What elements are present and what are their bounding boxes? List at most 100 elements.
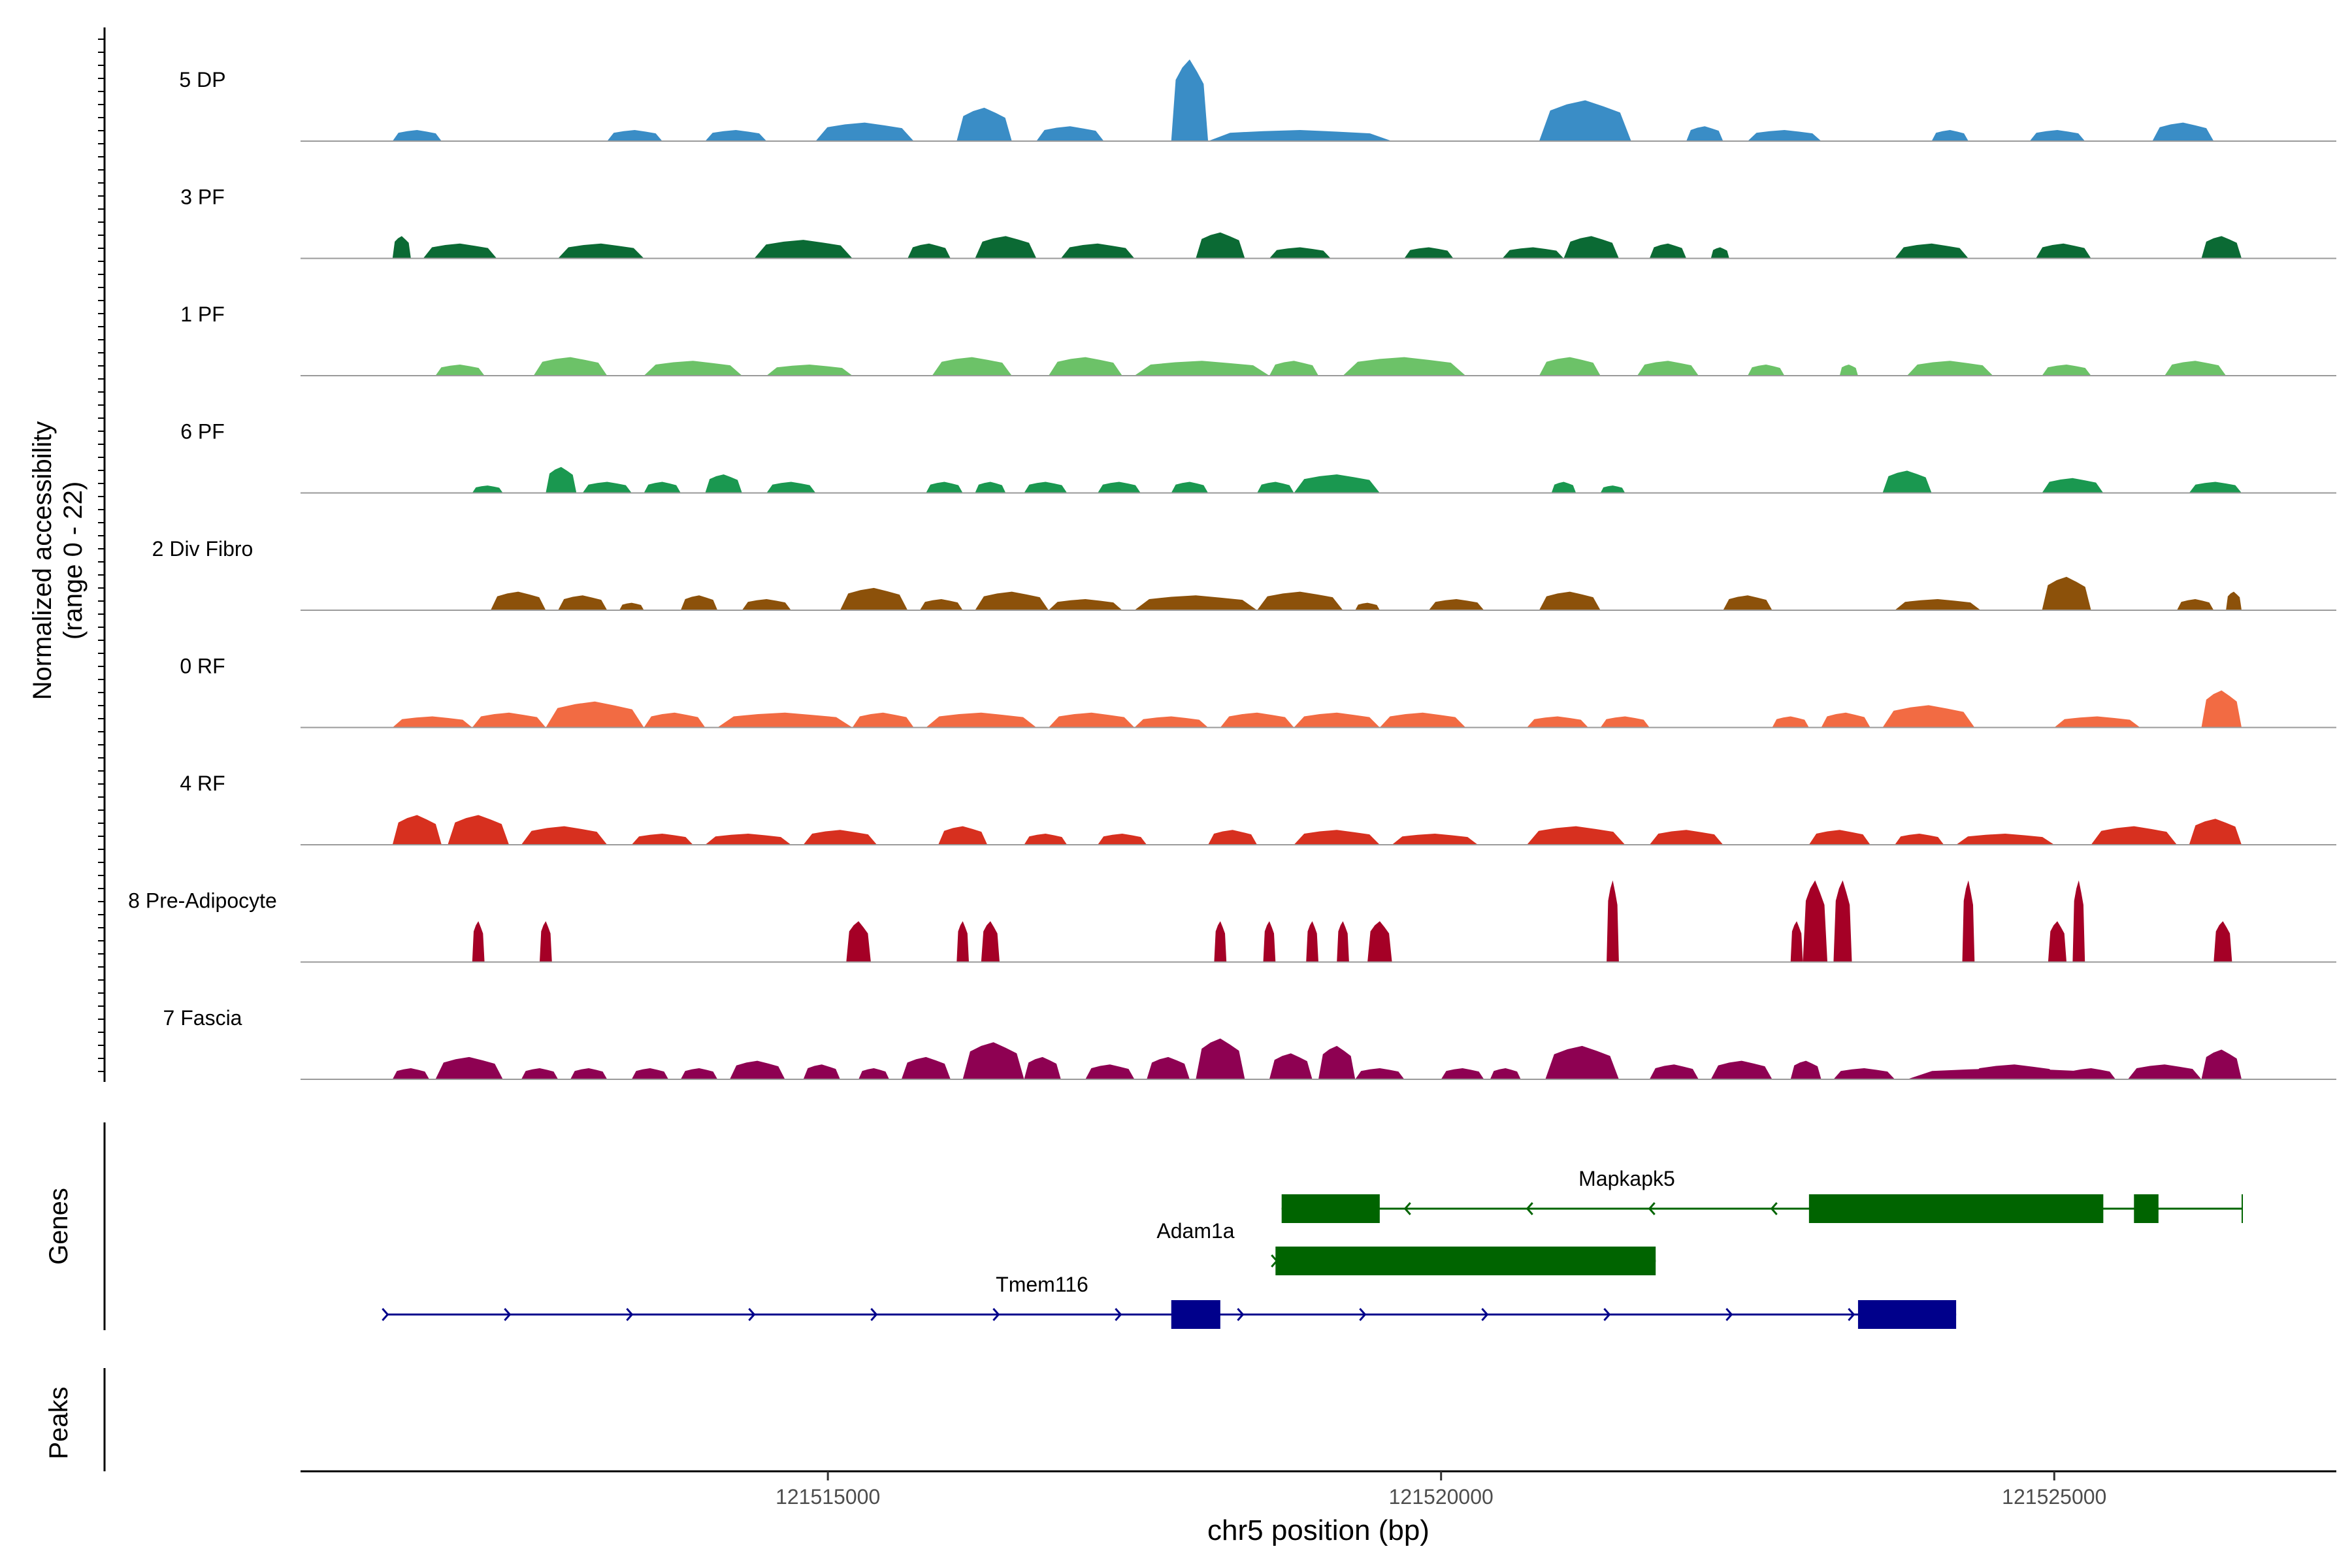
coverage-peak — [766, 482, 816, 493]
coverage-peak — [1748, 365, 1785, 376]
coverage-peak — [2201, 1049, 2242, 1079]
coverage-peak — [1049, 712, 1135, 728]
coverage-peak — [1257, 482, 1294, 493]
coverage-peak — [2201, 690, 2242, 728]
gene-exon — [1171, 1300, 1220, 1329]
coverage-peak — [981, 921, 1000, 962]
coverage-peak — [540, 921, 552, 962]
coverage-peak — [2054, 716, 2140, 728]
coverage-peak — [533, 357, 608, 376]
coverage-peak — [1649, 1064, 1699, 1079]
coverage-peak — [1607, 880, 1619, 962]
coverage-peak — [1748, 130, 1821, 141]
coverage-peak — [1833, 1068, 1895, 1079]
coverage-peak — [644, 482, 681, 493]
coverage-peak — [1907, 361, 1993, 376]
coverage-peak — [705, 474, 742, 493]
track-label: 4 RF — [180, 772, 225, 795]
coverage-peak — [2226, 591, 2242, 610]
coverage-peak — [472, 485, 503, 493]
coverage-peak — [742, 599, 791, 610]
coverage-peak — [1649, 830, 1723, 845]
coverage-tracks: 5 DP 3 PF 1 PF 6 PF 2 Div Fibro 0 RF 4 RF 8 Pre… — [128, 59, 2336, 1080]
coverage-peak — [644, 361, 742, 376]
strand-arrow — [1770, 1202, 1778, 1215]
coverage-peak — [392, 1068, 430, 1079]
coverage-peak — [1723, 595, 1772, 610]
strand-arrow — [1115, 1308, 1122, 1321]
coverage-peak — [1803, 880, 1827, 962]
coverage-peak — [1294, 474, 1380, 493]
gene-adam1a: Adam1a — [1156, 1219, 1656, 1275]
coverage-peak — [558, 243, 644, 259]
coverage-peak — [1355, 602, 1380, 610]
coverage-peak — [705, 130, 767, 141]
coverage-peak — [766, 365, 853, 376]
gene-exon — [1857, 1300, 1957, 1329]
coverage-peak — [1343, 357, 1466, 376]
coverage-peak — [521, 826, 608, 845]
coverage-peak — [1686, 126, 1723, 141]
coverage-peak — [858, 1068, 889, 1079]
coverage-peak — [717, 712, 853, 728]
coverage-peak — [2213, 921, 2232, 962]
coverage-peak — [1049, 599, 1122, 610]
gene-label: Adam1a — [1156, 1219, 1234, 1243]
coverage-peak — [1600, 716, 1650, 728]
coverage-peak — [448, 815, 510, 845]
coverage-peak — [423, 243, 497, 259]
coverage-peak — [1968, 1064, 2061, 1079]
peaks-panel: Peaks — [44, 1368, 106, 1471]
coverage-peak — [1306, 921, 1318, 962]
x-axis-label: chr5 position (bp) — [1207, 1514, 1429, 1546]
coverage-peak — [680, 1068, 718, 1079]
coverage-peak — [392, 130, 442, 141]
coverage-peak — [435, 1056, 503, 1079]
gene-tmem116: Tmem116 — [382, 1273, 1957, 1329]
gene-exon — [1281, 1194, 1380, 1223]
coverage-peak — [1379, 712, 1466, 728]
coverage-peak — [1337, 921, 1349, 962]
gene-label: Mapkapk5 — [1578, 1167, 1675, 1190]
coverage-peak — [1956, 834, 2055, 845]
coverage-peak — [1551, 482, 1576, 493]
coverage-peak — [546, 701, 644, 728]
coverage-peak — [1882, 470, 1932, 493]
coverage-peak — [1839, 365, 1858, 376]
coverage-peak — [1134, 595, 1258, 610]
strand-arrow — [504, 1308, 512, 1321]
coverage-peak — [2048, 921, 2066, 962]
strand-arrow — [1481, 1308, 1489, 1321]
coverage-peak — [1294, 830, 1380, 845]
coverage-peak — [1147, 1056, 1190, 1079]
coverage-peak — [392, 815, 442, 845]
coverage-peak — [975, 591, 1049, 610]
coverage-peak — [2036, 243, 2091, 259]
coverage-peak — [1895, 599, 1981, 610]
coverage-peak — [1539, 357, 1601, 376]
coverage-peak — [1257, 591, 1343, 610]
coverage-peak — [956, 107, 1012, 141]
track-label: 6 PF — [180, 420, 225, 444]
coverage-peak — [1649, 243, 1687, 259]
coverage-peak — [1060, 243, 1135, 259]
coverage-peak — [956, 921, 969, 962]
coverage-peak — [1545, 1045, 1619, 1079]
coverage-peak — [1098, 482, 1141, 493]
coverage-peak — [546, 466, 577, 493]
coverage-peak — [1428, 599, 1484, 610]
genes-panel: Genes Mapkapk5 Adam1a Tmem116 — [44, 1122, 2243, 1330]
coverage-peak — [926, 482, 963, 493]
coverage-peak — [705, 834, 791, 845]
coverage-peak — [2042, 365, 2091, 376]
coverage-peak — [1710, 1060, 1772, 1079]
track-8-pre-adipocyte: 8 Pre-Adipocyte — [128, 880, 2336, 963]
gene-label: Tmem116 — [996, 1273, 1088, 1296]
coverage-peak — [840, 587, 908, 610]
coverage-peak — [2189, 482, 2242, 493]
coverage-peak — [1821, 712, 1870, 728]
coverage-peak — [1527, 716, 1588, 728]
genes-panel-title: Genes — [44, 1188, 73, 1265]
strand-arrow — [1403, 1202, 1411, 1215]
